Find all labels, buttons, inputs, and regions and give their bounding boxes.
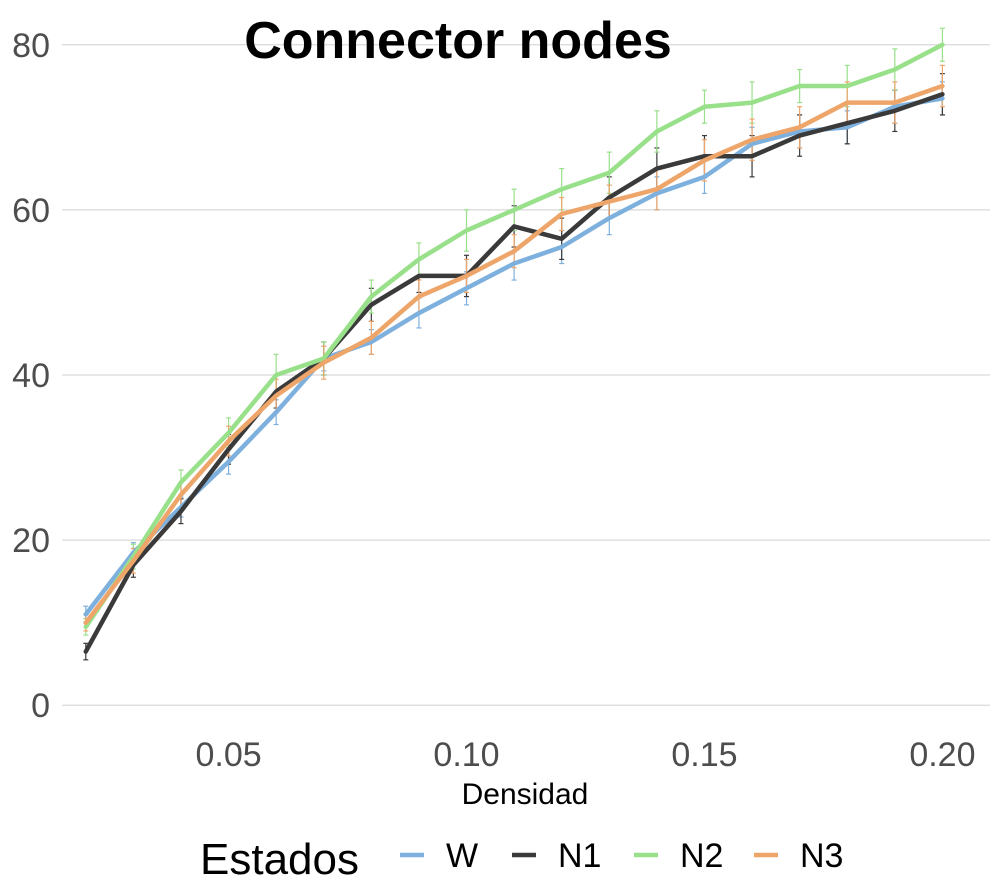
- legend-label-n1: N1: [558, 837, 601, 875]
- y-tick-label: 20: [12, 522, 50, 560]
- grid-layer: [62, 44, 990, 706]
- series-line-n2: [83, 42, 945, 630]
- errorbar-layer: [83, 27, 945, 661]
- y-tick-label: 40: [12, 357, 50, 395]
- y-tick-label: 80: [12, 27, 50, 65]
- legend-label-w: W: [446, 837, 478, 875]
- series-layer: [83, 42, 945, 654]
- legend-item-n3: N3: [754, 837, 843, 875]
- x-axis-label: Densidad: [462, 778, 589, 811]
- series-line-n3: [83, 83, 945, 625]
- x-tick-label: 0.10: [433, 736, 499, 774]
- x-tick-label: 0.15: [671, 736, 737, 774]
- legend-title: Estados: [200, 835, 359, 884]
- legend-item-n1: N1: [512, 837, 601, 875]
- x-tick-label: 0.20: [909, 736, 975, 774]
- legend-item-w: W: [400, 837, 478, 875]
- legend-label-n3: N3: [800, 837, 843, 875]
- x-tick-labels: 0.05 0.10 0.15 0.20: [195, 736, 975, 774]
- chart-title: Connector nodes: [244, 12, 672, 70]
- y-tick-label: 60: [12, 192, 50, 230]
- legend-item-n2: N2: [634, 837, 723, 875]
- series-line-n1: [83, 92, 945, 654]
- x-tick-label: 0.05: [195, 736, 261, 774]
- y-tick-labels: 0 20 40 60 80: [12, 27, 50, 725]
- y-tick-label: 0: [31, 687, 50, 725]
- series-line-w: [83, 96, 945, 617]
- legend: Estados W N1 N2 N3: [200, 835, 843, 884]
- legend-label-n2: N2: [680, 837, 723, 875]
- legend-items: W N1 N2 N3: [400, 837, 843, 875]
